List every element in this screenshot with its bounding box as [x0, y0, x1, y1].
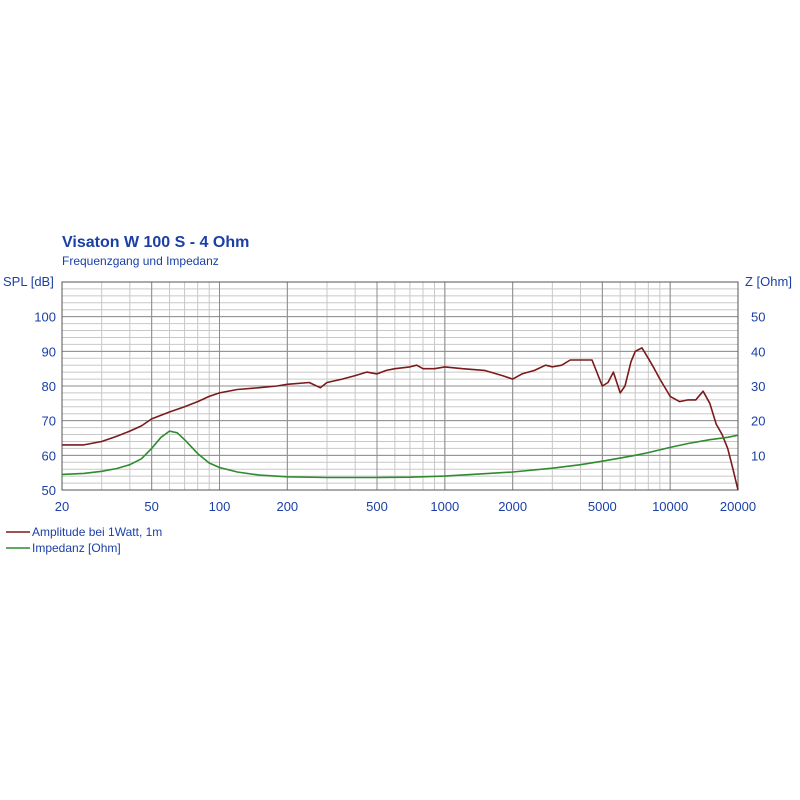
legend-entry: Impedanz [Ohm]	[32, 541, 121, 555]
x-tick-label: 10000	[652, 499, 688, 514]
x-tick-label: 20	[55, 499, 69, 514]
plot-frame	[61, 281, 739, 491]
x-tick-label: 200	[276, 499, 298, 514]
series-line-impedance	[61, 430, 739, 479]
y-tick-label-right: 30	[751, 379, 765, 394]
x-tick-label: 50	[144, 499, 158, 514]
y-tick-label-left: 80	[42, 379, 56, 394]
y-tick-label-left: 70	[42, 414, 56, 429]
y-axis-left-label: SPL [dB]	[3, 274, 54, 289]
x-tick-label: 5000	[588, 499, 617, 514]
series-line-amplitude	[62, 347, 739, 491]
y-tick-label-left: 60	[42, 448, 56, 463]
y-axis-right-label: Z [Ohm]	[745, 274, 792, 289]
y-tick-label-left: 100	[34, 310, 56, 325]
x-tick-label: 1000	[430, 499, 459, 514]
y-tick-label-right: 20	[751, 414, 765, 429]
x-tick-label: 20000	[720, 499, 756, 514]
x-tick-label: 2000	[498, 499, 527, 514]
chart-subtitle: Frequenzgang und Impedanz	[62, 254, 219, 268]
y-tick-label-right: 10	[751, 448, 765, 463]
chart-title: Visaton W 100 S - 4 Ohm	[62, 234, 249, 251]
y-tick-label-left: 90	[42, 344, 56, 359]
legend-entry: Amplitude bei 1Watt, 1m	[32, 525, 162, 539]
y-tick-label-right: 50	[751, 310, 765, 325]
x-tick-label: 100	[209, 499, 231, 514]
legend: Amplitude bei 1Watt, 1m Impedanz [Ohm]	[6, 525, 162, 555]
plot-area: 20 50 100 200 500 1000 2000 5000 10000 2000050607…	[34, 281, 765, 514]
x-tick-label: 500	[366, 499, 388, 514]
y-tick-label-right: 40	[751, 344, 765, 359]
y-tick-label-left: 50	[42, 483, 56, 498]
